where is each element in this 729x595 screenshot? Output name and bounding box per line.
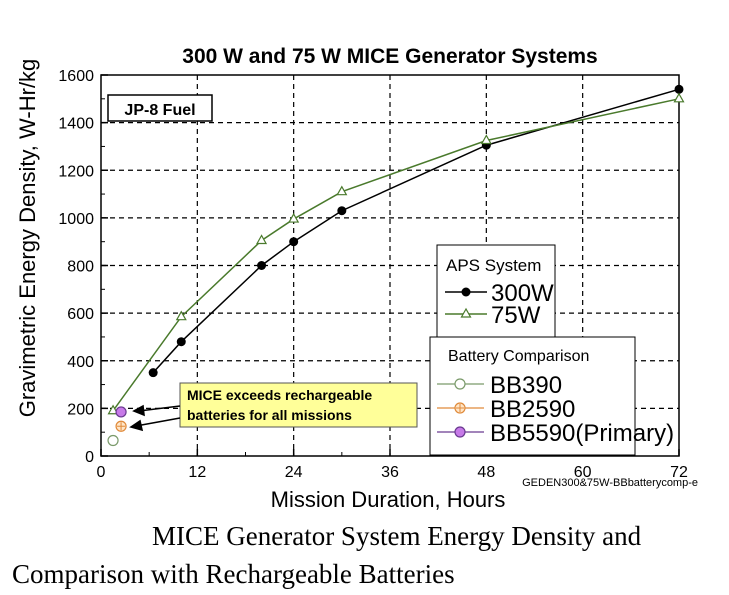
- y-tick-label: 1200: [58, 163, 94, 180]
- legend-label-BB5590(Primary): BB5590(Primary): [490, 420, 674, 447]
- battery-point-BB390: [107, 434, 119, 447]
- caption-line-2: Comparison with Rechargeable Batteries: [12, 559, 455, 589]
- data-point-75W: [673, 92, 685, 103]
- data-point-300W: [257, 261, 267, 270]
- legend-marker-BB390: [454, 378, 466, 390]
- legend-label-300W: 300W: [491, 280, 554, 307]
- annotation-line1: MICE exceeds rechargeable: [187, 387, 372, 403]
- x-tick-label: 60: [574, 464, 592, 481]
- data-point-300W: [148, 368, 158, 378]
- y-axis-label: Gravimetric Energy Density, W-Hr/kg: [15, 59, 40, 418]
- data-point-300W: [674, 84, 684, 94]
- y-tick-label: 600: [67, 306, 94, 323]
- chart-title: 300 W and 75 W MICE Generator Systems: [182, 45, 597, 68]
- x-tick-label: 36: [381, 464, 399, 481]
- fuel-label-box: JP-8 Fuel: [107, 94, 213, 122]
- data-series: [107, 84, 685, 447]
- caption-line-1: MICE Generator System Energy Density and: [152, 521, 642, 551]
- x-tick-label: 48: [477, 464, 495, 481]
- y-tick-label: 1400: [58, 116, 94, 133]
- x-tick-label: 12: [188, 464, 206, 481]
- legend-aps-title: APS System: [446, 256, 541, 275]
- data-point-300W: [289, 237, 299, 247]
- data-point-75W: [175, 310, 187, 321]
- data-point-300W: [337, 206, 347, 216]
- legend-marker-75W: [460, 307, 472, 318]
- watermark: GEDEN300&75W-BBbatterycomp-e: [522, 477, 698, 489]
- data-point-300W: [176, 337, 186, 347]
- x-tick-label: 24: [285, 464, 303, 481]
- data-point-75W: [288, 212, 300, 223]
- series-line-300W: [152, 88, 680, 374]
- y-tick-label: 800: [67, 259, 94, 276]
- y-tick-label: 0: [85, 449, 94, 466]
- data-point-75W: [107, 404, 119, 415]
- legend-label-BB390: BB390: [490, 372, 562, 399]
- y-tick-label: 1600: [58, 68, 94, 85]
- y-tick-label: 1000: [58, 211, 94, 228]
- fuel-label: JP-8 Fuel: [124, 102, 195, 119]
- y-tick-label: 400: [67, 354, 94, 371]
- annotation-arrows: [129, 404, 181, 432]
- legend-battery-title: Battery Comparison: [448, 348, 589, 365]
- x-tick-label: 72: [670, 464, 688, 481]
- data-point-75W: [336, 185, 348, 196]
- axis-ticks: 0 12 24 36 48 60 72 0 200 400 600 800 1000 1200 1400 16…: [58, 68, 688, 481]
- x-axis-label: Mission Duration, Hours: [271, 487, 506, 512]
- legend-marker-300W: [461, 287, 471, 297]
- legend-label-75W: 75W: [491, 302, 541, 329]
- y-tick-label: 200: [67, 401, 94, 418]
- battery-point-BB5590(Primary): [115, 406, 127, 418]
- annotation-box: [179, 382, 418, 428]
- chart: 0 12 24 36 48 60 72 0 200 400 600 800 1000 1200 1400 16…: [15, 45, 698, 512]
- data-point-75W: [480, 134, 492, 145]
- data-point-75W: [256, 234, 268, 245]
- legend-label-BB2590: BB2590: [490, 396, 575, 423]
- x-tick-label: 0: [97, 464, 106, 481]
- annotation-line2: batteries for all missions: [187, 407, 352, 423]
- legend-marker-BB5590(Primary): [454, 426, 466, 438]
